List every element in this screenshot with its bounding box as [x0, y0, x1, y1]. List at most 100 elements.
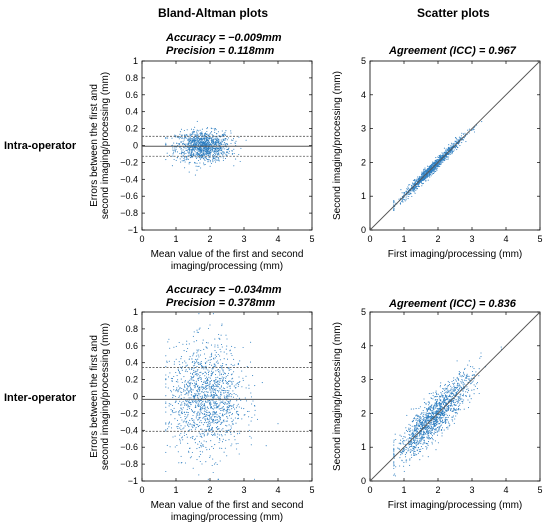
- data-point: [410, 443, 412, 445]
- data-point: [223, 421, 225, 423]
- data-point: [220, 392, 222, 394]
- data-point: [180, 425, 182, 427]
- data-point: [197, 411, 199, 413]
- data-point: [197, 165, 199, 167]
- data-point: [207, 372, 210, 374]
- data-point: [200, 420, 202, 422]
- data-point: [221, 407, 223, 409]
- data-point: [201, 154, 203, 156]
- data-point: [417, 428, 419, 430]
- x-tick-label: 5: [537, 485, 542, 495]
- data-point: [418, 418, 420, 420]
- data-point: [188, 392, 190, 394]
- data-point: [403, 439, 405, 442]
- data-point: [187, 380, 189, 382]
- data-point: [194, 386, 196, 389]
- data-point: [176, 387, 178, 389]
- data-point: [211, 407, 213, 409]
- data-point: [206, 418, 208, 420]
- data-point: [193, 137, 196, 139]
- data-point: [469, 401, 471, 403]
- data-point: [414, 451, 416, 453]
- y-tick-label: 0: [133, 392, 138, 402]
- data-point: [199, 400, 201, 402]
- data-point: [211, 390, 213, 392]
- data-point: [445, 388, 447, 391]
- data-point: [409, 445, 411, 448]
- data-point: [190, 128, 193, 130]
- data-point: [437, 417, 439, 419]
- data-point: [441, 405, 443, 407]
- data-point: [453, 400, 455, 402]
- data-point: [201, 463, 203, 465]
- data-point: [197, 388, 199, 391]
- y-tick-label: 0.4: [125, 107, 138, 117]
- data-point: [448, 399, 450, 401]
- data-point: [459, 404, 461, 406]
- data-point: [215, 129, 217, 131]
- data-point: [174, 446, 176, 448]
- data-point: [224, 401, 226, 403]
- data-point: [220, 391, 222, 393]
- data-point: [195, 417, 197, 419]
- data-point: [224, 142, 226, 144]
- data-point: [221, 152, 223, 154]
- data-point: [416, 178, 418, 180]
- data-point: [466, 377, 468, 380]
- y-tick-label: −0.4: [120, 174, 138, 184]
- data-point: [446, 418, 448, 420]
- data-point: [188, 146, 190, 148]
- data-point: [425, 177, 427, 179]
- data-point: [199, 393, 201, 395]
- data-point: [242, 379, 244, 381]
- data-point: [207, 401, 209, 403]
- data-point: [205, 388, 207, 391]
- data-point: [432, 394, 434, 397]
- data-point: [211, 408, 213, 410]
- data-point: [220, 365, 222, 367]
- data-point: [229, 395, 231, 397]
- data-point: [418, 437, 420, 439]
- data-point: [224, 137, 226, 140]
- data-point: [221, 150, 223, 152]
- plot-frame: [369, 311, 541, 482]
- data-point: [442, 152, 444, 155]
- data-point: [185, 433, 188, 436]
- data-point: [202, 406, 204, 408]
- data-point: [171, 378, 174, 380]
- data-point: [420, 432, 423, 434]
- data-point: [220, 135, 222, 137]
- data-point: [202, 444, 204, 446]
- data-point: [443, 410, 445, 412]
- data-point: [222, 407, 224, 409]
- data-point: [201, 385, 203, 387]
- data-point: [220, 385, 223, 387]
- data-point: [203, 387, 205, 389]
- data-point: [411, 425, 413, 427]
- data-point: [177, 425, 179, 428]
- data-point: [209, 417, 211, 419]
- data-point: [445, 148, 447, 150]
- data-point: [197, 373, 199, 375]
- x-axis-label: Mean value of the first and second: [151, 500, 304, 511]
- data-point: [203, 348, 205, 350]
- data-point: [177, 451, 179, 453]
- data-point: [415, 408, 417, 410]
- data-point: [222, 363, 224, 365]
- data-point: [205, 418, 207, 420]
- data-point: [446, 158, 448, 161]
- data-point: [224, 144, 226, 146]
- data-point: [446, 414, 448, 416]
- data-point: [204, 431, 206, 433]
- data-point: [209, 416, 211, 418]
- data-point: [433, 412, 435, 414]
- data-point: [209, 412, 212, 415]
- data-point: [199, 433, 201, 435]
- data-point: [198, 313, 200, 315]
- data-point: [433, 424, 435, 426]
- data-point: [406, 447, 408, 449]
- data-point: [199, 374, 201, 376]
- data-point: [206, 143, 208, 145]
- data-point: [203, 445, 205, 447]
- data-point: [422, 455, 424, 457]
